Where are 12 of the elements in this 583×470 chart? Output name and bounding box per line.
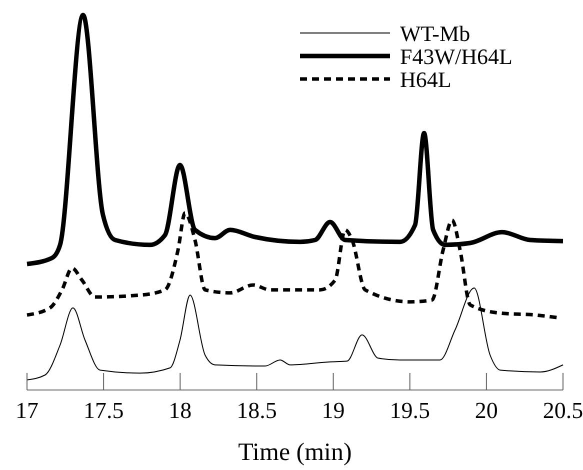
x-tick-label: 20.5: [542, 398, 583, 423]
x-axis-title: Time (min): [238, 439, 352, 466]
legend-label: WT-Mb: [400, 21, 470, 46]
legend-label: H64L: [400, 67, 452, 92]
x-tick-label: 20: [474, 398, 498, 423]
x-tick-label: 19.5: [390, 398, 430, 423]
x-tick-label: 18: [168, 398, 192, 423]
x-tick-label: 17.5: [83, 398, 124, 423]
x-tick-label: 17: [16, 398, 38, 423]
x-tick-label: 19: [322, 398, 345, 423]
legend-label: F43W/H64L: [400, 44, 512, 69]
x-tick-label: 18.5: [236, 398, 277, 423]
